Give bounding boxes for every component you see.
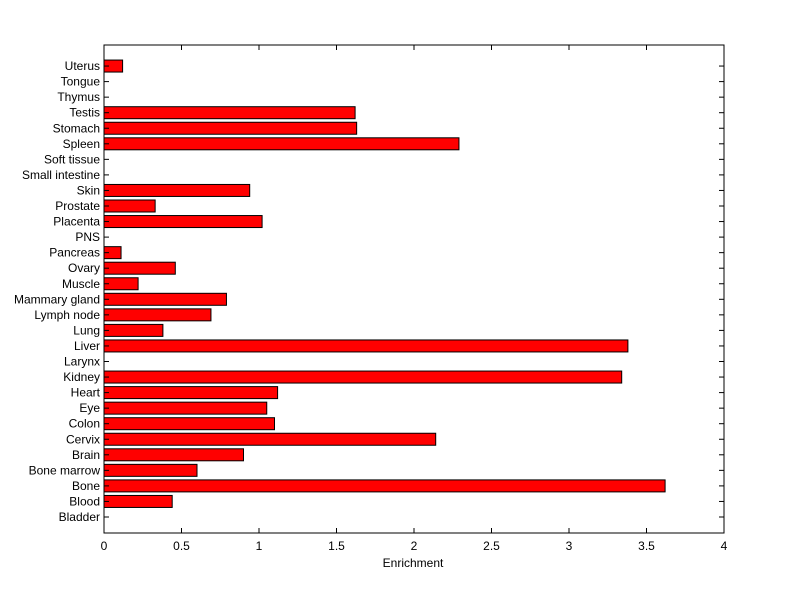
y-tick-label-lung: Lung — [73, 323, 100, 337]
x-ticks-group: 0 0.5 1 1.5 2 2.5 3 3.5 4 — [101, 45, 728, 553]
y-tick-label-eye: Eye — [79, 401, 100, 415]
bar-ovary — [103, 261, 176, 275]
y-tick-label-mammary-gland: Mammary gland — [14, 292, 100, 306]
bar-liver — [103, 339, 629, 353]
y-tick-label-brain: Brain — [72, 448, 100, 462]
y-tick-label-larynx: Larynx — [64, 355, 100, 369]
y-tick-label-tongue: Tongue — [61, 75, 101, 89]
y-tick-label-muscle: Muscle — [62, 277, 100, 291]
x-tick-label: 1.5 — [328, 539, 345, 553]
y-tick-label-small-intestine: Small intestine — [22, 168, 100, 182]
x-tick-label: 2 — [411, 539, 418, 553]
x-tick-label: 3 — [566, 539, 573, 553]
y-tick-label-soft-tissue: Soft tissue — [44, 152, 100, 166]
y-tick-label-heart: Heart — [71, 386, 101, 400]
y-tick-label-skin: Skin — [77, 183, 100, 197]
y-tick-label-uterus: Uterus — [65, 59, 100, 73]
x-tick-label: 2.5 — [483, 539, 500, 553]
x-tick-label: 0.5 — [173, 539, 190, 553]
y-tick-label-bone-marrow: Bone marrow — [29, 463, 101, 477]
bar-spleen — [103, 137, 460, 151]
plot-frame — [103, 44, 725, 534]
bar-heart — [103, 386, 279, 400]
bar-eye — [103, 401, 268, 415]
bar-placenta — [103, 215, 263, 229]
y-tick-label-pancreas: Pancreas — [49, 246, 100, 260]
bar-blood — [103, 494, 173, 508]
y-tick-label-liver: Liver — [74, 339, 100, 353]
bar-prostate — [103, 199, 156, 213]
bar-skin — [103, 183, 251, 197]
y-tick-label-bladder: Bladder — [59, 510, 100, 524]
bar-brain — [103, 448, 244, 462]
y-tick-label-lymph-node: Lymph node — [34, 308, 100, 322]
y-tick-label-ovary: Ovary — [68, 261, 100, 275]
y-tick-label-blood: Blood — [69, 494, 100, 508]
y-tick-label-stomach: Stomach — [53, 121, 100, 135]
y-tick-label-prostate: Prostate — [55, 199, 100, 213]
bar-testis — [103, 106, 356, 120]
y-tick-label-thymus: Thymus — [57, 90, 100, 104]
y-tick-label-placenta: Placenta — [53, 215, 100, 229]
y-tick-label-pns: PNS — [75, 230, 100, 244]
x-tick-label: 0 — [101, 539, 108, 553]
x-tick-label: 1 — [256, 539, 263, 553]
x-tick-label: 3.5 — [638, 539, 655, 553]
bar-colon — [103, 417, 275, 431]
y-tick-label-kidney: Kidney — [63, 370, 100, 384]
bar-mammary-gland — [103, 292, 227, 306]
x-tick-label: 4 — [721, 539, 728, 553]
bar-lymph-node — [103, 308, 212, 322]
bar-muscle — [103, 277, 139, 291]
bar-lung — [103, 323, 164, 337]
bar-stomach — [103, 121, 358, 135]
x-axis-title: Enrichment — [383, 556, 444, 570]
y-tick-label-spleen: Spleen — [63, 137, 100, 151]
bar-cervix — [103, 432, 437, 446]
bar-bone — [103, 479, 666, 493]
bar-bone-marrow — [103, 463, 198, 477]
y-tick-label-cervix: Cervix — [66, 432, 100, 446]
bar-kidney — [103, 370, 623, 384]
y-tick-label-colon: Colon — [69, 417, 100, 431]
y-tick-label-bone: Bone — [72, 479, 100, 493]
y-tick-label-testis: Testis — [69, 106, 100, 120]
